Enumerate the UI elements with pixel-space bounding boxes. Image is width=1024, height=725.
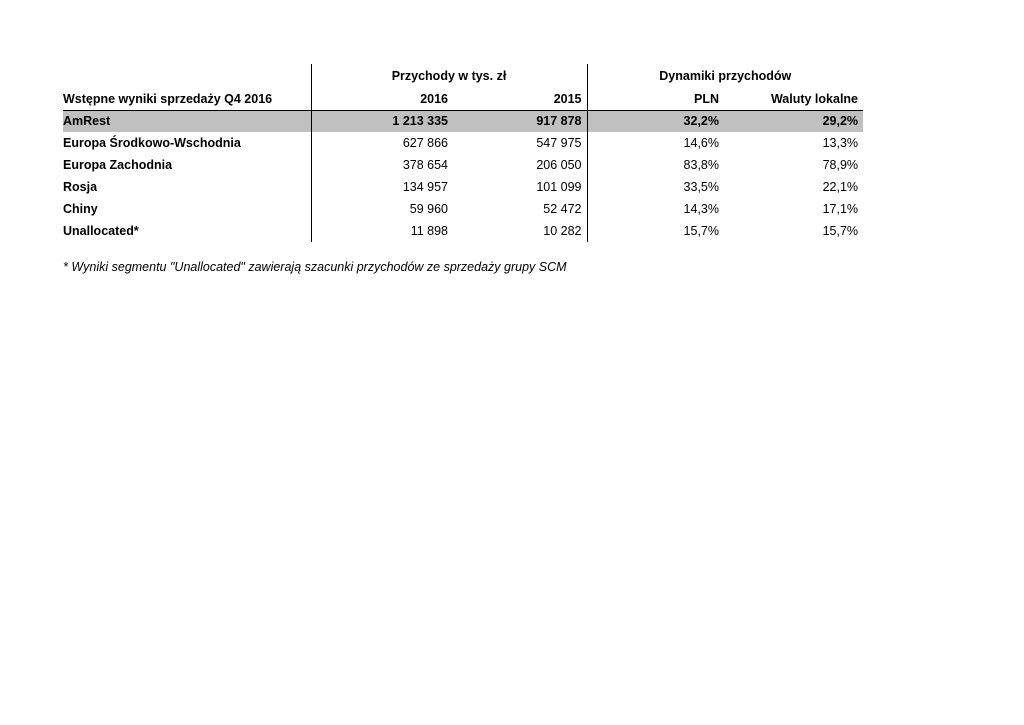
cell-waluty-lokalne: 13,3%: [822, 136, 859, 150]
cell-pln: 32,2%: [586, 110, 724, 132]
cell-2015: 547 975: [536, 136, 582, 150]
cell-2015: 101 099: [536, 180, 582, 194]
cell-2015: 917 878: [453, 110, 587, 132]
column-header-row: Wstępne wyniki sprzedaży Q4 2016 2016 20…: [63, 88, 864, 111]
cell-2016: 378 654: [310, 154, 453, 176]
footnote: * Wyniki segmentu "Unallocated" zawieraj…: [63, 260, 567, 274]
cell-pln: 83,8%: [586, 154, 724, 176]
row-label: Europa Środkowo-Wschodnia: [63, 136, 241, 150]
group-header-row: Przychody w tys. zł Dynamiki przychodów: [63, 64, 864, 88]
table-row-rosja: Rosja 134 957 101 099 33,5% 22,1%: [63, 176, 863, 198]
cell-2016: 134 957: [310, 176, 453, 198]
table-title: Wstępne wyniki sprzedaży Q4 2016: [63, 88, 311, 111]
cell-2015: 206 050: [536, 158, 582, 172]
empty-corner-cell: [63, 64, 311, 88]
group-header-revenue: Przychody w tys. zł: [310, 64, 587, 88]
row-label: AmRest: [63, 110, 311, 132]
cell-2015: 52 472: [543, 202, 582, 216]
cell-waluty-lokalne: 78,9%: [822, 158, 859, 172]
table-row-chiny: Chiny 59 960 52 472 14,3% 17,1%: [63, 198, 863, 220]
column-header-pln: PLN: [586, 88, 724, 111]
row-label: Unallocated*: [63, 224, 139, 238]
cell-waluty-lokalne: 29,2%: [724, 110, 864, 132]
row-label: Chiny: [63, 202, 98, 216]
cell-waluty-lokalne: 22,1%: [822, 180, 859, 194]
row-label: Europa Zachodnia: [63, 158, 173, 172]
document-page: Przychody w tys. zł Dynamiki przychodów …: [63, 64, 864, 274]
table-row-amrest: AmRest 1 213 335 917 878 32,2% 29,2%: [63, 110, 864, 132]
cell-pln: 15,7%: [586, 220, 724, 242]
cell-pln: 14,3%: [586, 198, 724, 220]
cell-2016: 11 898: [310, 220, 453, 242]
cell-waluty-lokalne: 17,1%: [822, 202, 859, 216]
column-header-2016: 2016: [310, 88, 453, 111]
cell-pln: 14,6%: [586, 132, 724, 154]
group-header-dynamics: Dynamiki przychodów: [586, 64, 864, 88]
cell-waluty-lokalne: 15,7%: [822, 224, 859, 238]
cell-2015: 10 282: [543, 224, 582, 238]
cell-2016: 59 960: [310, 198, 453, 220]
column-header-waluty-lokalne: Waluty lokalne: [724, 88, 864, 111]
column-header-2015: 2015: [453, 88, 587, 111]
table-row-unallocated: Unallocated* 11 898 10 282 15,7% 15,7%: [63, 220, 863, 242]
cell-2016: 627 866: [310, 132, 453, 154]
cell-2016: 1 213 335: [310, 110, 453, 132]
results-table: Przychody w tys. zł Dynamiki przychodów …: [63, 64, 864, 242]
table-row-europa-srodkowo-wschodnia: Europa Środkowo-Wschodnia 627 866 547 97…: [63, 132, 863, 154]
row-label: Rosja: [63, 180, 98, 194]
table-row-europa-zachodnia: Europa Zachodnia 378 654 206 050 83,8% 7…: [63, 154, 863, 176]
cell-pln: 33,5%: [586, 176, 724, 198]
